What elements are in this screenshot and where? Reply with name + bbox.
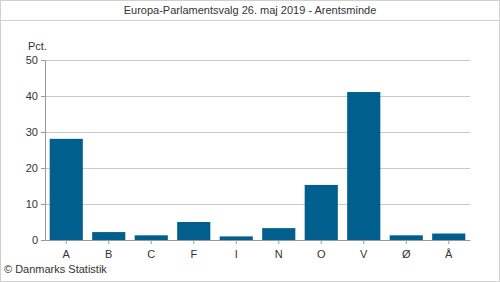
x-tick-mark — [406, 240, 407, 244]
x-tick: O — [317, 240, 326, 260]
bar — [390, 235, 423, 240]
grid-line — [45, 168, 470, 169]
y-tick-label: 30 — [26, 126, 38, 138]
y-tick: 50 — [26, 54, 45, 66]
y-tick-label: 0 — [32, 234, 38, 246]
y-tick: 0 — [32, 234, 45, 246]
y-tick-mark — [41, 240, 45, 241]
plot: 0 10 20 30 40 50 A B C F I N O V Ø Å — [26, 54, 471, 260]
bars-inner — [50, 92, 466, 240]
bar — [92, 232, 125, 240]
y-axis-title: Pct. — [28, 40, 47, 52]
y-tick-label: 40 — [26, 90, 38, 102]
x-tick-label: A — [63, 248, 71, 260]
bar — [50, 139, 83, 240]
y-tick-label: 20 — [26, 162, 38, 174]
x-tick-label: V — [360, 248, 368, 260]
x-tick-label: B — [105, 248, 112, 260]
x-tick-label: N — [275, 248, 283, 260]
x-tick: I — [235, 240, 238, 260]
bar — [220, 236, 253, 240]
x-tick-mark — [108, 240, 109, 244]
x-tick: B — [105, 240, 112, 260]
y-tick: 10 — [26, 198, 45, 210]
y-tick-mark — [41, 168, 45, 169]
x-tick-mark — [193, 240, 194, 244]
title-rule — [0, 20, 500, 21]
x-tick-label: Å — [445, 248, 453, 260]
y-tick-label: 50 — [26, 54, 38, 66]
bar — [305, 185, 338, 240]
y-axis-line — [45, 61, 46, 241]
y-tick-mark — [41, 132, 45, 133]
y-tick-label: 10 — [26, 198, 38, 210]
x-tick-mark — [66, 240, 67, 244]
x-tick-mark — [278, 240, 279, 244]
frame — [1, 1, 500, 282]
y-tick-mark — [41, 60, 45, 61]
x-tick-label: C — [147, 248, 155, 260]
x-tick-mark — [236, 240, 237, 244]
y-tick-mark — [41, 204, 45, 205]
x-tick: N — [275, 240, 283, 260]
bar — [262, 228, 295, 240]
bar — [135, 235, 168, 240]
y-tick: 30 — [26, 126, 45, 138]
source: © Danmarks Statistik — [4, 263, 107, 275]
bar — [177, 222, 210, 240]
x-tick-mark — [151, 240, 152, 244]
x-tick-label: I — [235, 248, 238, 260]
x-tick-label: F — [190, 248, 197, 260]
x-tick-mark — [363, 240, 364, 244]
y-tick-mark — [41, 96, 45, 97]
bar — [347, 92, 380, 240]
grid — [45, 61, 470, 241]
chart-container: Europa-Parlamentsvalg 26. maj 2019 - Are… — [0, 0, 500, 282]
x-tick: V — [360, 240, 368, 260]
x-tick: Å — [445, 240, 453, 260]
bar — [432, 234, 465, 240]
x-tick: F — [190, 240, 197, 260]
x-tick-label: O — [317, 248, 326, 260]
x-tick-mark — [321, 240, 322, 244]
x-tick: A — [63, 240, 71, 260]
x-tick-label: Ø — [402, 248, 411, 260]
y-axis: 0 10 20 30 40 50 — [26, 54, 46, 246]
x-axis: ABCFINOVØÅ — [46, 240, 471, 260]
grid-line — [45, 204, 470, 205]
grid-line — [45, 60, 470, 61]
y-tick: 20 — [26, 162, 45, 174]
bars — [50, 92, 466, 240]
x-tick: C — [147, 240, 155, 260]
title: Europa-Parlamentsvalg 26. maj 2019 - Are… — [124, 4, 377, 16]
chart-svg: Europa-Parlamentsvalg 26. maj 2019 - Are… — [0, 0, 500, 282]
x-tick: Ø — [402, 240, 411, 260]
grid-line — [45, 132, 470, 133]
y-tick: 40 — [26, 90, 45, 102]
x-tick-mark — [448, 240, 449, 244]
grid-line — [45, 96, 470, 97]
